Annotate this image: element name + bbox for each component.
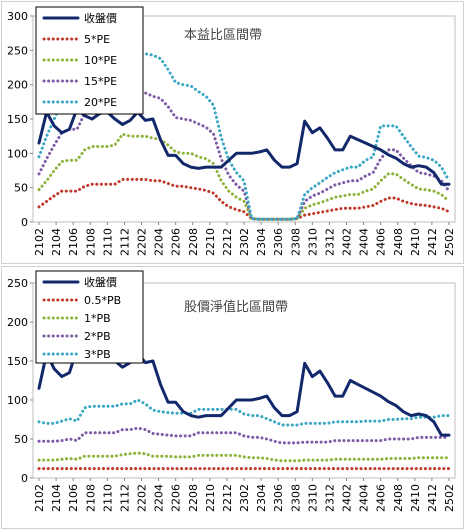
y-tick-label: 100 [7, 394, 28, 407]
x-tick-label: 2102 [33, 484, 46, 512]
x-tick-label: 2308 [289, 228, 302, 256]
x-tick-label: 2204 [153, 228, 166, 256]
x-tick-label: 2304 [255, 484, 268, 512]
x-tick-label: 2310 [306, 484, 319, 512]
y-tick-label: 50 [14, 182, 28, 195]
x-tick-label: 2404 [358, 228, 371, 256]
x-tick-label: 2208 [187, 484, 200, 512]
x-tick-label: 2304 [255, 228, 268, 256]
legend-label: 15*PE [84, 75, 117, 88]
x-tick-label: 2410 [409, 228, 422, 256]
y-tick-label: 0 [21, 216, 28, 229]
x-tick-label: 2404 [358, 484, 371, 512]
legend-label: 收盤價 [84, 275, 117, 289]
x-tick-label: 2106 [67, 484, 80, 512]
legend-label: 20*PE [84, 96, 117, 109]
x-tick-label: 2112 [118, 228, 131, 256]
series-line-3 [37, 426, 451, 445]
x-tick-label: 2206 [170, 484, 183, 512]
x-tick-label: 2406 [375, 484, 388, 512]
y-tick-label: 250 [7, 44, 28, 57]
x-tick-label: 2408 [392, 228, 405, 256]
series-line-1 [37, 177, 451, 221]
series-line-4 [37, 398, 451, 427]
x-tick-label: 2112 [118, 484, 131, 512]
x-tick-label: 2302 [238, 228, 251, 256]
x-tick-label: 2302 [238, 484, 251, 512]
legend-label: 1*PB [84, 312, 111, 325]
x-tick-label: 2104 [50, 228, 63, 256]
x-tick-label: 2412 [426, 484, 439, 512]
x-tick-label: 2406 [375, 228, 388, 256]
x-tick-label: 2408 [392, 484, 405, 512]
x-tick-label: 2204 [153, 484, 166, 512]
x-tick-label: 2212 [221, 484, 234, 512]
pb-band-chart: 0 50 100 150 200 250 2102 2104 2106 2108 2110 2112 2… [7, 270, 456, 512]
x-tick-label: 2208 [187, 228, 200, 256]
y-tick-label: 300 [7, 10, 28, 23]
y-tick-label: 50 [14, 433, 28, 446]
x-tick-label: 2206 [170, 228, 183, 256]
x-tick-label: 2410 [409, 484, 422, 512]
x-tick-label: 2308 [289, 484, 302, 512]
x-tick-label: 2312 [323, 484, 336, 512]
chart-title: 股價淨值比區間帶 [184, 299, 288, 315]
x-tick-label: 2108 [84, 228, 97, 256]
x-tick-label: 2502 [443, 228, 456, 256]
x-tick-label: 2212 [221, 228, 234, 256]
legend-label: 收盤價 [84, 11, 117, 25]
y-tick-label: 150 [7, 355, 28, 368]
series-line-2 [37, 132, 451, 221]
y-tick-label: 100 [7, 147, 28, 160]
x-tick-label: 2312 [323, 228, 336, 256]
pb-band-chart-panel: 0 50 100 150 200 250 2102 2104 2106 2108 2110 2112 2… [1, 266, 464, 529]
legend-label: 0.5*PB [84, 294, 121, 307]
x-tick-label: 2412 [426, 228, 439, 256]
legend-label: 2*PB [84, 330, 111, 343]
y-tick-label: 0 [21, 472, 28, 485]
pe-band-chart: 0 50 100 150 200 250 300 2102 2104 2106 2108 2110 21… [7, 6, 456, 256]
x-tick-label: 2102 [33, 228, 46, 256]
x-tick-label: 2202 [136, 228, 149, 256]
pe-band-chart-panel: 0 50 100 150 200 250 300 2102 2104 2106 2108 2110 21… [1, 1, 464, 264]
legend-label: 3*PB [84, 348, 111, 361]
legend-label: 10*PE [84, 54, 117, 67]
x-tick-label: 2210 [204, 484, 217, 512]
x-tick-label: 2210 [204, 228, 217, 256]
x-tick-label: 2108 [84, 484, 97, 512]
y-tick-label: 200 [7, 79, 28, 92]
x-tick-label: 2310 [306, 228, 319, 256]
chart-title: 本益比區間帶 [184, 28, 262, 43]
y-tick-label: 150 [7, 113, 28, 126]
x-tick-label: 2402 [341, 228, 354, 256]
y-tick-label: 250 [7, 277, 28, 290]
x-tick-label: 2202 [136, 484, 149, 512]
series-line-2 [37, 451, 451, 463]
x-tick-label: 2110 [101, 484, 114, 512]
x-tick-label: 2502 [443, 484, 456, 512]
x-tick-label: 2106 [67, 228, 80, 256]
x-tick-label: 2110 [101, 228, 114, 256]
x-tick-label: 2402 [341, 484, 354, 512]
x-tick-label: 2104 [50, 484, 63, 512]
legend-label: 5*PE [84, 33, 110, 46]
x-tick-label: 2306 [272, 228, 285, 256]
x-tick-label: 2306 [272, 484, 285, 512]
y-tick-label: 200 [7, 316, 28, 329]
